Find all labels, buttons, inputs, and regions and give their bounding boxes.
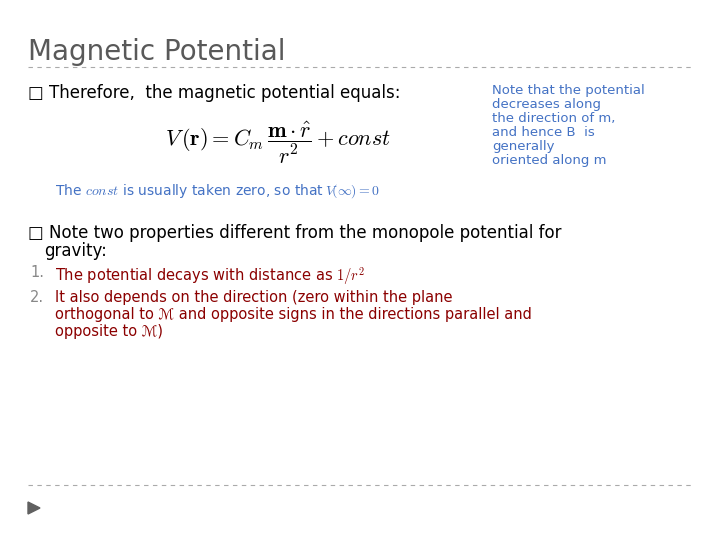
Text: 1.: 1. <box>30 265 44 280</box>
Text: The $\mathit{const}$ is usually taken zero, so that$\;V\!(\infty)=0$: The $\mathit{const}$ is usually taken ze… <box>55 182 380 200</box>
Text: orthogonal to ℳ and opposite signs in the directions parallel and: orthogonal to ℳ and opposite signs in th… <box>55 307 532 322</box>
Text: decreases along: decreases along <box>492 98 601 111</box>
Text: gravity:: gravity: <box>44 242 107 260</box>
Text: 2.: 2. <box>30 290 44 305</box>
Text: the direction of m,: the direction of m, <box>492 112 616 125</box>
Text: generally: generally <box>492 140 554 153</box>
Text: The potential decays with distance as $1/r^2$: The potential decays with distance as $1… <box>55 265 365 287</box>
Text: □ Therefore,  the magnetic potential equals:: □ Therefore, the magnetic potential equa… <box>28 84 400 102</box>
Text: It also depends on the direction (zero within the plane: It also depends on the direction (zero w… <box>55 290 452 305</box>
Text: $V\,(\mathbf{r}) = C_m\,\dfrac{\mathbf{m} \cdot \hat{r}}{r^2} + \mathit{const}$: $V\,(\mathbf{r}) = C_m\,\dfrac{\mathbf{m… <box>165 120 391 166</box>
Text: opposite to ℳ): opposite to ℳ) <box>55 324 163 339</box>
Polygon shape <box>28 502 40 514</box>
Text: □ Note two properties different from the monopole potential for: □ Note two properties different from the… <box>28 224 562 242</box>
Text: oriented along m: oriented along m <box>492 154 606 167</box>
Text: Magnetic Potential: Magnetic Potential <box>28 38 286 66</box>
Text: and hence B  is: and hence B is <box>492 126 595 139</box>
Text: Note that the potential: Note that the potential <box>492 84 644 97</box>
